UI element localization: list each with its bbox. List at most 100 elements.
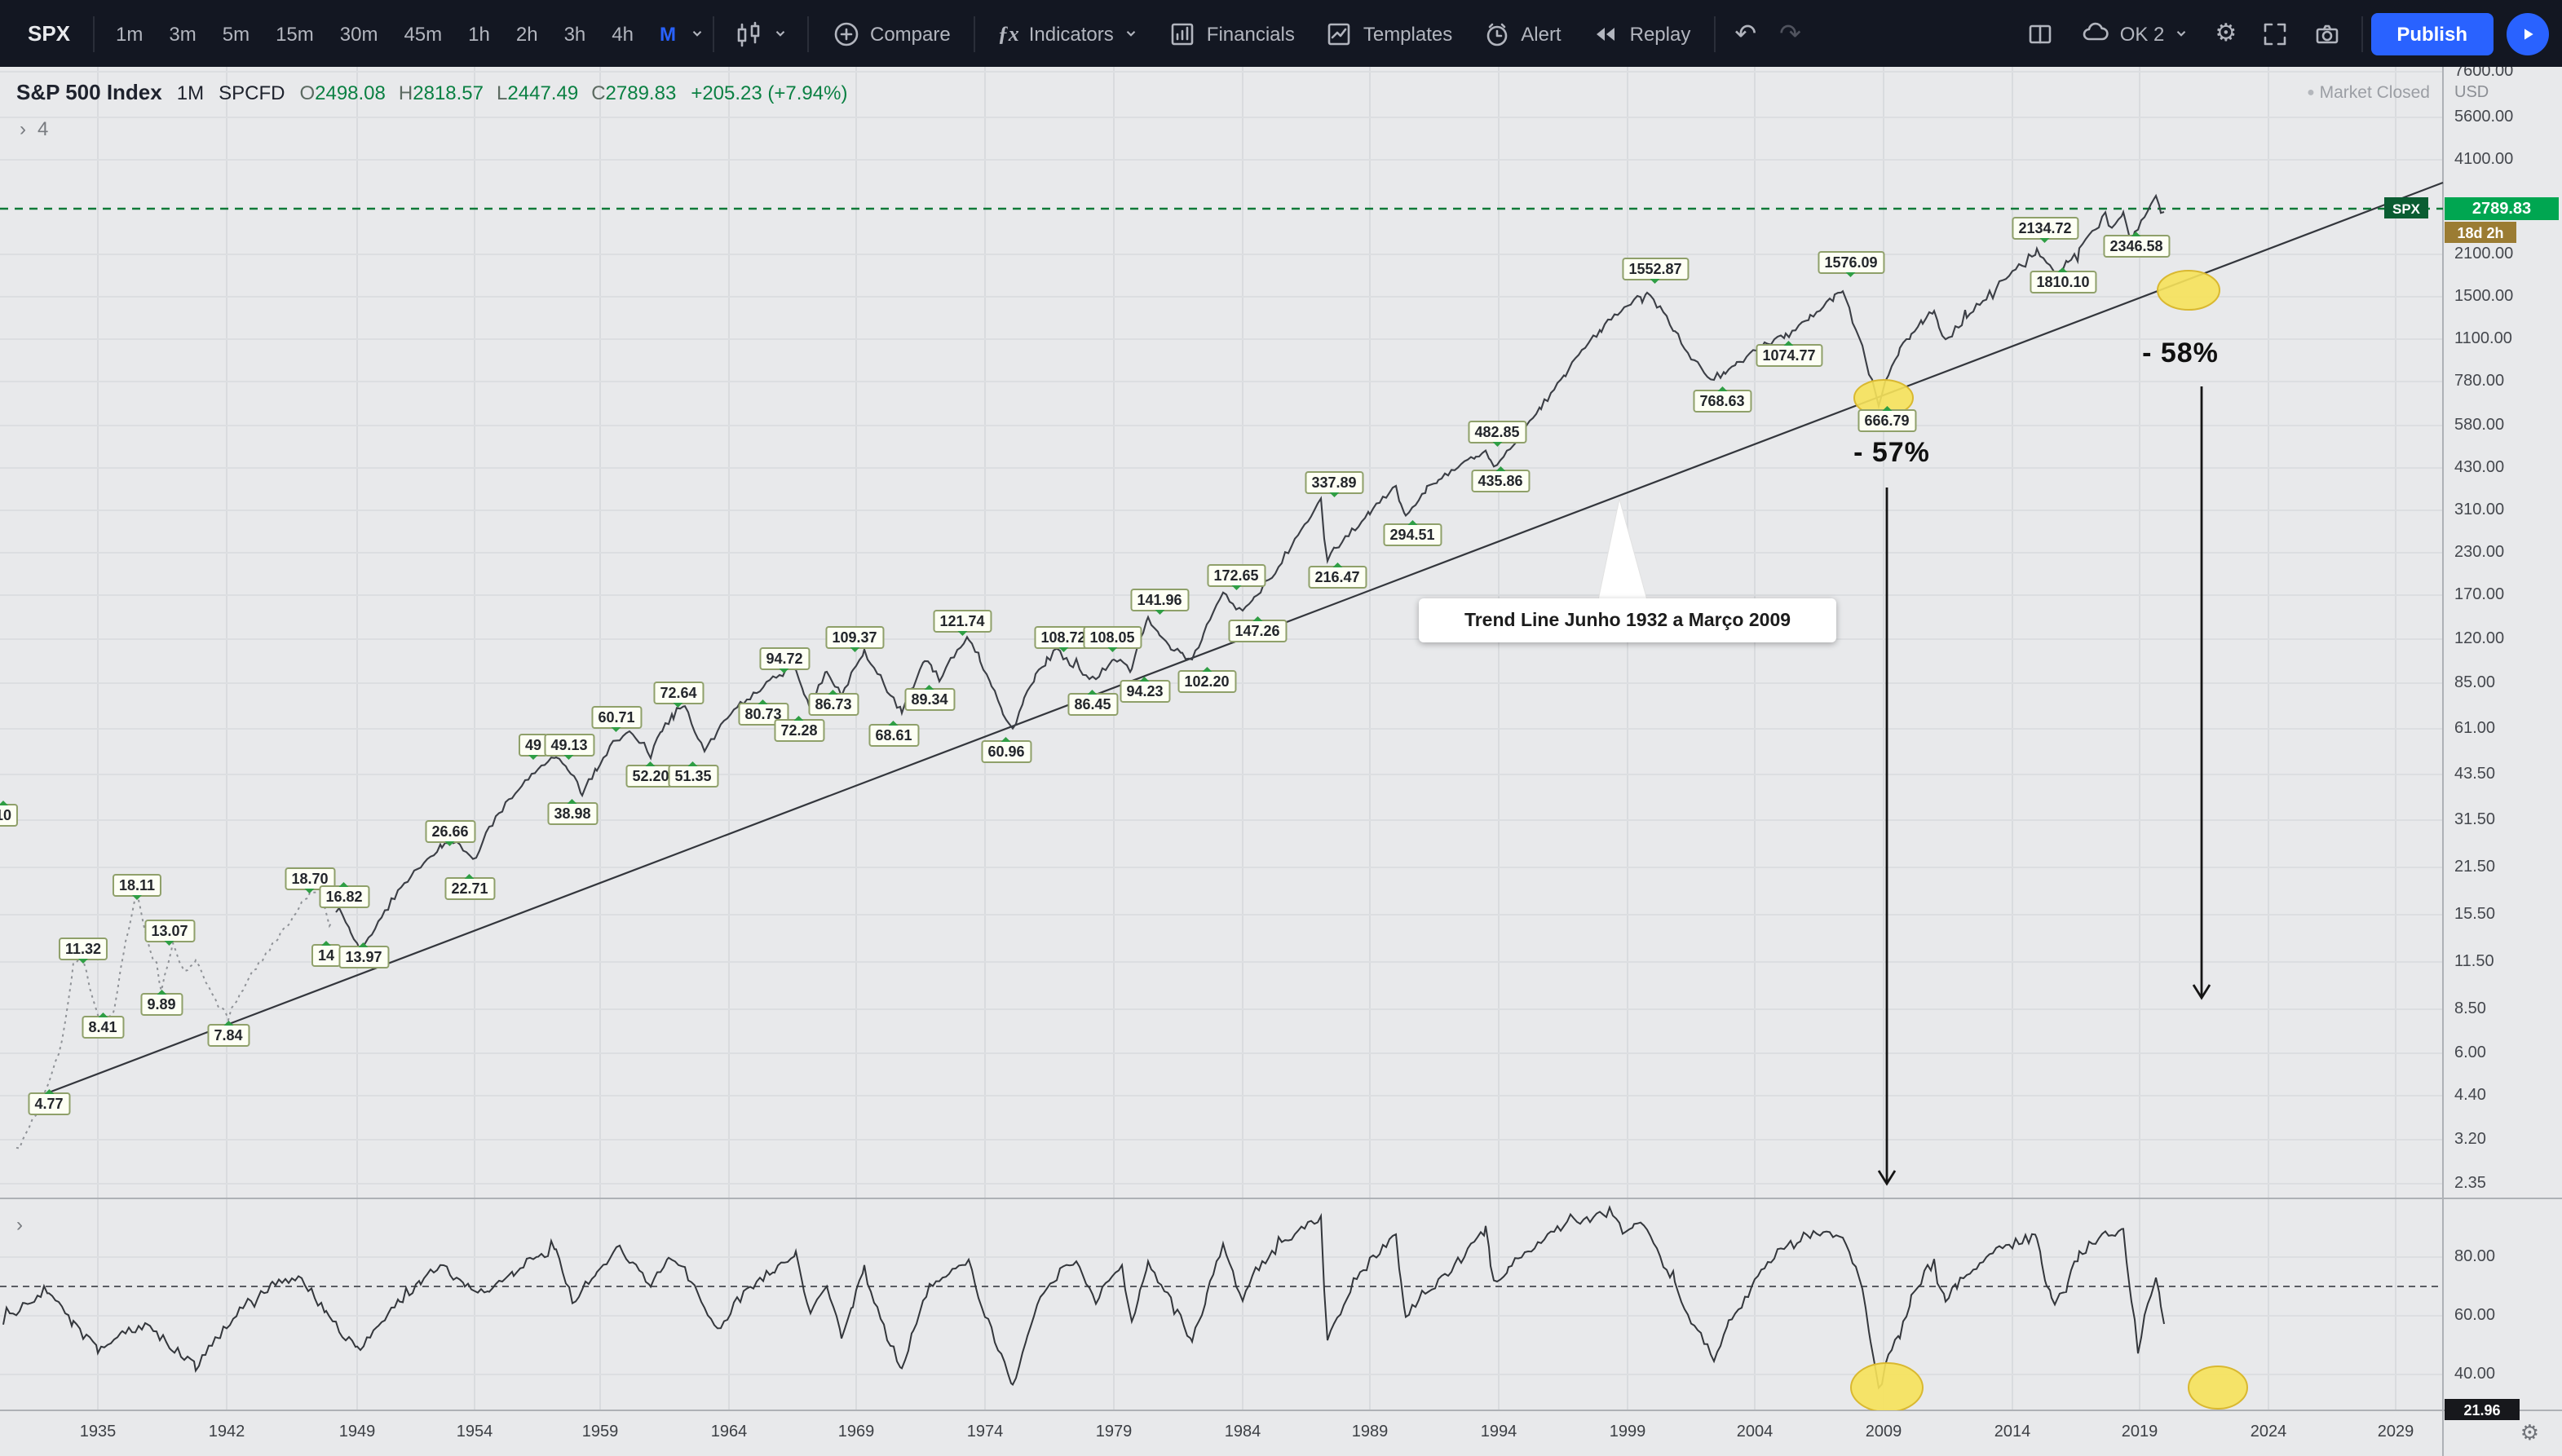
price-label-drawing[interactable]: 216.47 [1308, 563, 1367, 589]
price-label-drawing[interactable]: 49.13 [544, 734, 594, 760]
price-label-drawing[interactable]: 141.96 [1130, 589, 1189, 615]
price-label-drawing[interactable]: 13.07 [144, 920, 195, 946]
price-label-drawing[interactable]: 16.82 [319, 882, 369, 908]
redo-button[interactable]: ↷ [1768, 11, 1813, 56]
price-label-drawing[interactable]: 14 [311, 941, 342, 967]
price-label-drawing[interactable]: 38.98 [547, 799, 598, 825]
time-axis[interactable]: ⚙ 1935 1942 1949 1954 1959 1964 1969 1974 1979 19… [0, 1410, 2562, 1456]
timeframe-M[interactable]: M [660, 22, 676, 45]
chart-style-button[interactable] [722, 11, 798, 56]
price-label-drawing[interactable]: 51.35 [668, 761, 718, 788]
price-label-drawing[interactable]: 147.26 [1228, 616, 1287, 642]
price-label-drawing[interactable]: 10 [0, 801, 19, 827]
saved-layout-button[interactable]: OK 2 [2066, 11, 2204, 56]
timeframe-2h[interactable]: 2h [515, 22, 538, 45]
alert-button[interactable]: Alert [1467, 11, 1575, 56]
price-label-drawing[interactable]: 1810.10 [2030, 267, 2096, 293]
price-label-drawing[interactable]: 72.28 [774, 716, 824, 742]
price-label-drawing[interactable]: 1576.09 [1818, 251, 1884, 277]
price-label-drawing[interactable]: 52.20 [625, 761, 676, 788]
timeframe-1m[interactable]: 1m [116, 22, 144, 45]
price-label-drawing[interactable]: 94.72 [759, 647, 810, 673]
lower-pane-collapse-toggle[interactable]: › [16, 1213, 23, 1236]
timeframe-3m[interactable]: 3m [169, 22, 197, 45]
financials-button[interactable]: Financials [1153, 11, 1310, 56]
chart-settings-button[interactable]: ⚙ [2203, 11, 2248, 56]
price-label-drawing[interactable]: 18.11 [112, 874, 162, 900]
price-label-drawing[interactable]: 94.23 [1120, 677, 1170, 703]
price-label-drawing[interactable]: 666.79 [1857, 406, 1916, 432]
timeframe-15m[interactable]: 15m [276, 22, 314, 45]
timeframe-30m[interactable]: 30m [339, 22, 378, 45]
price-axis[interactable]: 7600.00 5600.00 4100.00 2100.00 1500.00 1100.… [2443, 63, 2562, 1456]
price-label-drawing[interactable]: 80.73 [738, 699, 788, 726]
price-label-drawing[interactable]: 26.66 [425, 820, 475, 846]
time-axis-settings-gear-icon[interactable]: ⚙ [2520, 1420, 2539, 1445]
price-label-drawing[interactable]: 89.34 [904, 685, 955, 711]
price-label-drawing[interactable]: 13.97 [338, 942, 389, 968]
price-label-drawing[interactable]: 768.63 [1693, 386, 1751, 413]
price-label-drawing[interactable]: 294.51 [1383, 520, 1442, 546]
price-axis-tick: 80.00 [2454, 1248, 2496, 1266]
highlight-ellipse-drawing[interactable] [2157, 270, 2220, 311]
price-label-drawing[interactable]: 9.89 [140, 990, 183, 1016]
price-label-drawing[interactable]: 102.20 [1177, 667, 1236, 693]
price-label-drawing[interactable]: 435.86 [1471, 466, 1530, 492]
price-label-drawing[interactable]: 18.70 [285, 867, 335, 893]
price-label-drawing[interactable]: 1074.77 [1756, 341, 1822, 367]
highlight-ellipse-drawing[interactable] [1850, 1362, 1924, 1412]
timeframe-3h[interactable]: 3h [563, 22, 586, 45]
timeframe-45m[interactable]: 45m [404, 22, 443, 45]
publish-button[interactable]: Publish [2370, 12, 2494, 55]
timeframe-chevron-down-icon[interactable] [689, 26, 704, 41]
trendline-callout[interactable]: Trend Line Junho 1932 a Março 2009 [1419, 598, 1836, 642]
indicators-button[interactable]: ƒx Indicators [983, 11, 1153, 56]
price-axis-tick: 43.50 [2454, 766, 2496, 783]
price-label-drawing[interactable]: 172.65 [1207, 564, 1266, 590]
bar-countdown-badge: 18d 2h [2445, 222, 2516, 243]
time-axis-tick: 2004 [1736, 1423, 1774, 1441]
price-label-drawing[interactable]: 337.89 [1305, 471, 1363, 497]
price-label-drawing[interactable]: 1552.87 [1622, 258, 1689, 284]
price-label-drawing[interactable]: 2134.72 [2012, 217, 2078, 243]
price-label-drawing[interactable]: 86.45 [1067, 690, 1118, 716]
price-label-drawing[interactable]: 109.37 [825, 626, 884, 652]
fullscreen-button[interactable] [2248, 11, 2300, 56]
play-button[interactable] [2507, 12, 2549, 55]
timeframe-4h[interactable]: 4h [612, 22, 634, 45]
timeframe-5m[interactable]: 5m [222, 22, 250, 45]
price-label-drawing[interactable]: 60.96 [981, 737, 1031, 763]
drop-57-percent-label[interactable]: - 57% [1853, 437, 1930, 468]
price-label-drawing[interactable]: 482.85 [1468, 421, 1526, 447]
price-label-drawing[interactable]: 7.84 [207, 1021, 250, 1047]
price-label-drawing[interactable]: 11.32 [58, 938, 108, 964]
price-label-drawing[interactable]: 8.41 [82, 1013, 124, 1039]
price-label-drawing[interactable]: 2346.58 [2103, 232, 2170, 258]
highlight-ellipse-drawing[interactable] [2188, 1366, 2248, 1410]
price-label-drawing[interactable]: 108.05 [1083, 626, 1142, 652]
price-label-drawing[interactable]: 68.61 [868, 721, 919, 747]
price-label-drawing[interactable]: 72.64 [653, 682, 704, 708]
symbol-button[interactable]: SPX [28, 21, 71, 46]
symbol-title[interactable]: S&P 500 Index [16, 80, 162, 104]
price-label-drawing[interactable]: 86.73 [808, 690, 859, 716]
undo-button[interactable]: ↶ [1723, 11, 1768, 56]
market-status[interactable]: ● Market Closed [2218, 83, 2430, 103]
layout-button[interactable] [2014, 11, 2066, 56]
price-label-drawing[interactable]: 22.71 [444, 874, 495, 900]
price-label-drawing[interactable]: 49 [518, 734, 549, 760]
price-axis-tick: 60.00 [2454, 1307, 2496, 1325]
price-label-drawing[interactable]: 108.72 [1034, 626, 1093, 652]
snapshot-button[interactable] [2300, 11, 2352, 56]
price-label-drawing[interactable]: 60.71 [591, 706, 642, 732]
price-label-drawing[interactable]: 4.77 [28, 1089, 70, 1115]
objects-tree-toggle[interactable]: › 4 [20, 117, 48, 140]
price-label-drawing[interactable]: 121.74 [933, 610, 992, 636]
drop-58-percent-label[interactable]: - 58% [2142, 338, 2219, 368]
templates-button[interactable]: Templates [1310, 11, 1467, 56]
timeframe-1h[interactable]: 1h [468, 22, 490, 45]
ohlc-item: L2447.49 [497, 82, 579, 104]
compare-button[interactable]: Compare [816, 11, 965, 56]
replay-button[interactable]: Replay [1576, 11, 1706, 56]
